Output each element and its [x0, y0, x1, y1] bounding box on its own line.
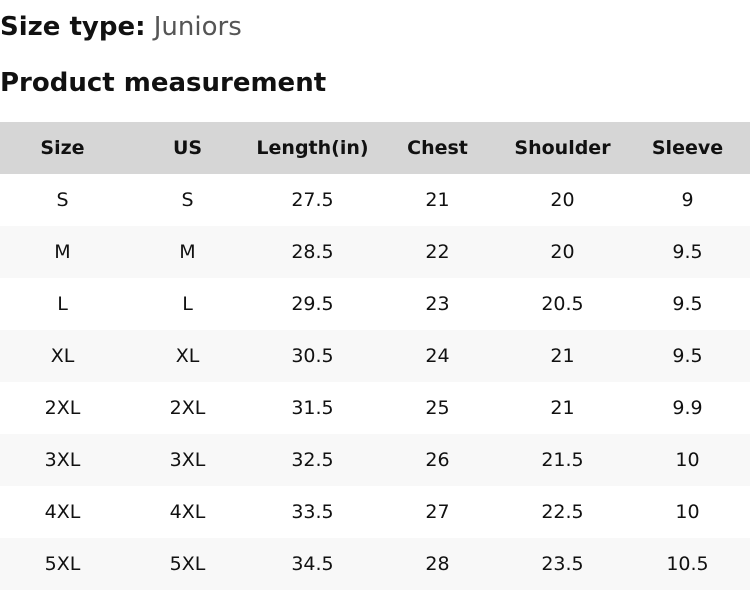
column-header: Size	[0, 122, 125, 174]
table-cell: M	[125, 226, 250, 278]
table-cell: 29.5	[291, 293, 334, 315]
table-row: 5XL 5XL 34.5 28 23.5 10.5	[0, 538, 750, 590]
column-header: Sleeve	[625, 122, 750, 174]
table-cell: 26	[375, 434, 500, 486]
table-cell: XL	[125, 330, 250, 382]
size-type: Size type: Juniors	[0, 10, 242, 44]
table-cell: 33.5	[291, 501, 334, 523]
table-cell: 9.5	[625, 330, 750, 382]
table-cell: 30.5	[250, 330, 375, 382]
table-cell: L	[182, 293, 193, 315]
table-cell: 22	[375, 226, 500, 278]
table-cell: 25	[425, 397, 450, 419]
section-title: Product measurement	[0, 68, 327, 98]
column-header: Length(in)	[250, 122, 375, 174]
table-cell: 9.5	[625, 226, 750, 278]
table-cell: 9.5	[672, 293, 703, 315]
table-cell: 10.5	[625, 538, 750, 590]
table-cell: 2XL	[44, 397, 81, 419]
table-cell: 3XL	[0, 434, 125, 486]
table-cell: 5XL	[125, 538, 250, 590]
table-cell: 34.5	[250, 538, 375, 590]
table-cell: 21	[500, 330, 625, 382]
table-cell: 10	[675, 501, 700, 523]
table-row: XL XL 30.5 24 21 9.5	[0, 330, 750, 382]
table-cell: M	[0, 226, 125, 278]
column-header: Shoulder	[500, 122, 625, 174]
table-cell: S	[181, 189, 194, 211]
size-type-value: Juniors	[153, 12, 242, 42]
table-cell: 27	[425, 501, 450, 523]
table-cell: S	[56, 189, 69, 211]
table-row: 2XL 2XL 31.5 25 21 9.9	[0, 382, 750, 434]
table-row: 4XL 4XL 33.5 27 22.5 10	[0, 486, 750, 538]
column-header: Chest	[375, 122, 500, 174]
table-cell: 2XL	[169, 397, 206, 419]
table-cell: 31.5	[291, 397, 334, 419]
table-cell: 20.5	[541, 293, 584, 315]
table-cell: 20	[500, 226, 625, 278]
table-row: 3XL 3XL 32.5 26 21.5 10	[0, 434, 750, 486]
table-cell: 32.5	[250, 434, 375, 486]
table-cell: 21.5	[500, 434, 625, 486]
table-cell: 3XL	[125, 434, 250, 486]
table-cell: 10	[625, 434, 750, 486]
table-cell: 21	[550, 397, 575, 419]
table-cell: L	[57, 293, 68, 315]
measurement-table: Size US Length(in) Chest Shoulder Sleeve S S 27…	[0, 122, 750, 590]
table-cell: 22.5	[541, 501, 584, 523]
size-type-label: Size type:	[0, 12, 146, 42]
table-row: S S 27.5 21 20 9	[0, 174, 750, 226]
table-cell: 20	[550, 189, 575, 211]
table-cell: 27.5	[291, 189, 334, 211]
table-row: L L 29.5 23 20.5 9.5	[0, 278, 750, 330]
table-cell: 4XL	[44, 501, 81, 523]
table-cell: 24	[375, 330, 500, 382]
table-cell: 28.5	[250, 226, 375, 278]
table-cell: 9	[681, 189, 694, 211]
table-cell: 28	[375, 538, 500, 590]
table-cell: 9.9	[672, 397, 703, 419]
table-cell: 21	[425, 189, 450, 211]
table-row: M M 28.5 22 20 9.5	[0, 226, 750, 278]
column-header: US	[125, 122, 250, 174]
table-cell: 5XL	[0, 538, 125, 590]
table-cell: 23.5	[500, 538, 625, 590]
table-cell: 4XL	[169, 501, 206, 523]
table-cell: XL	[0, 330, 125, 382]
table-cell: 23	[425, 293, 450, 315]
header-row: Size US Length(in) Chest Shoulder Sleeve	[0, 122, 750, 174]
